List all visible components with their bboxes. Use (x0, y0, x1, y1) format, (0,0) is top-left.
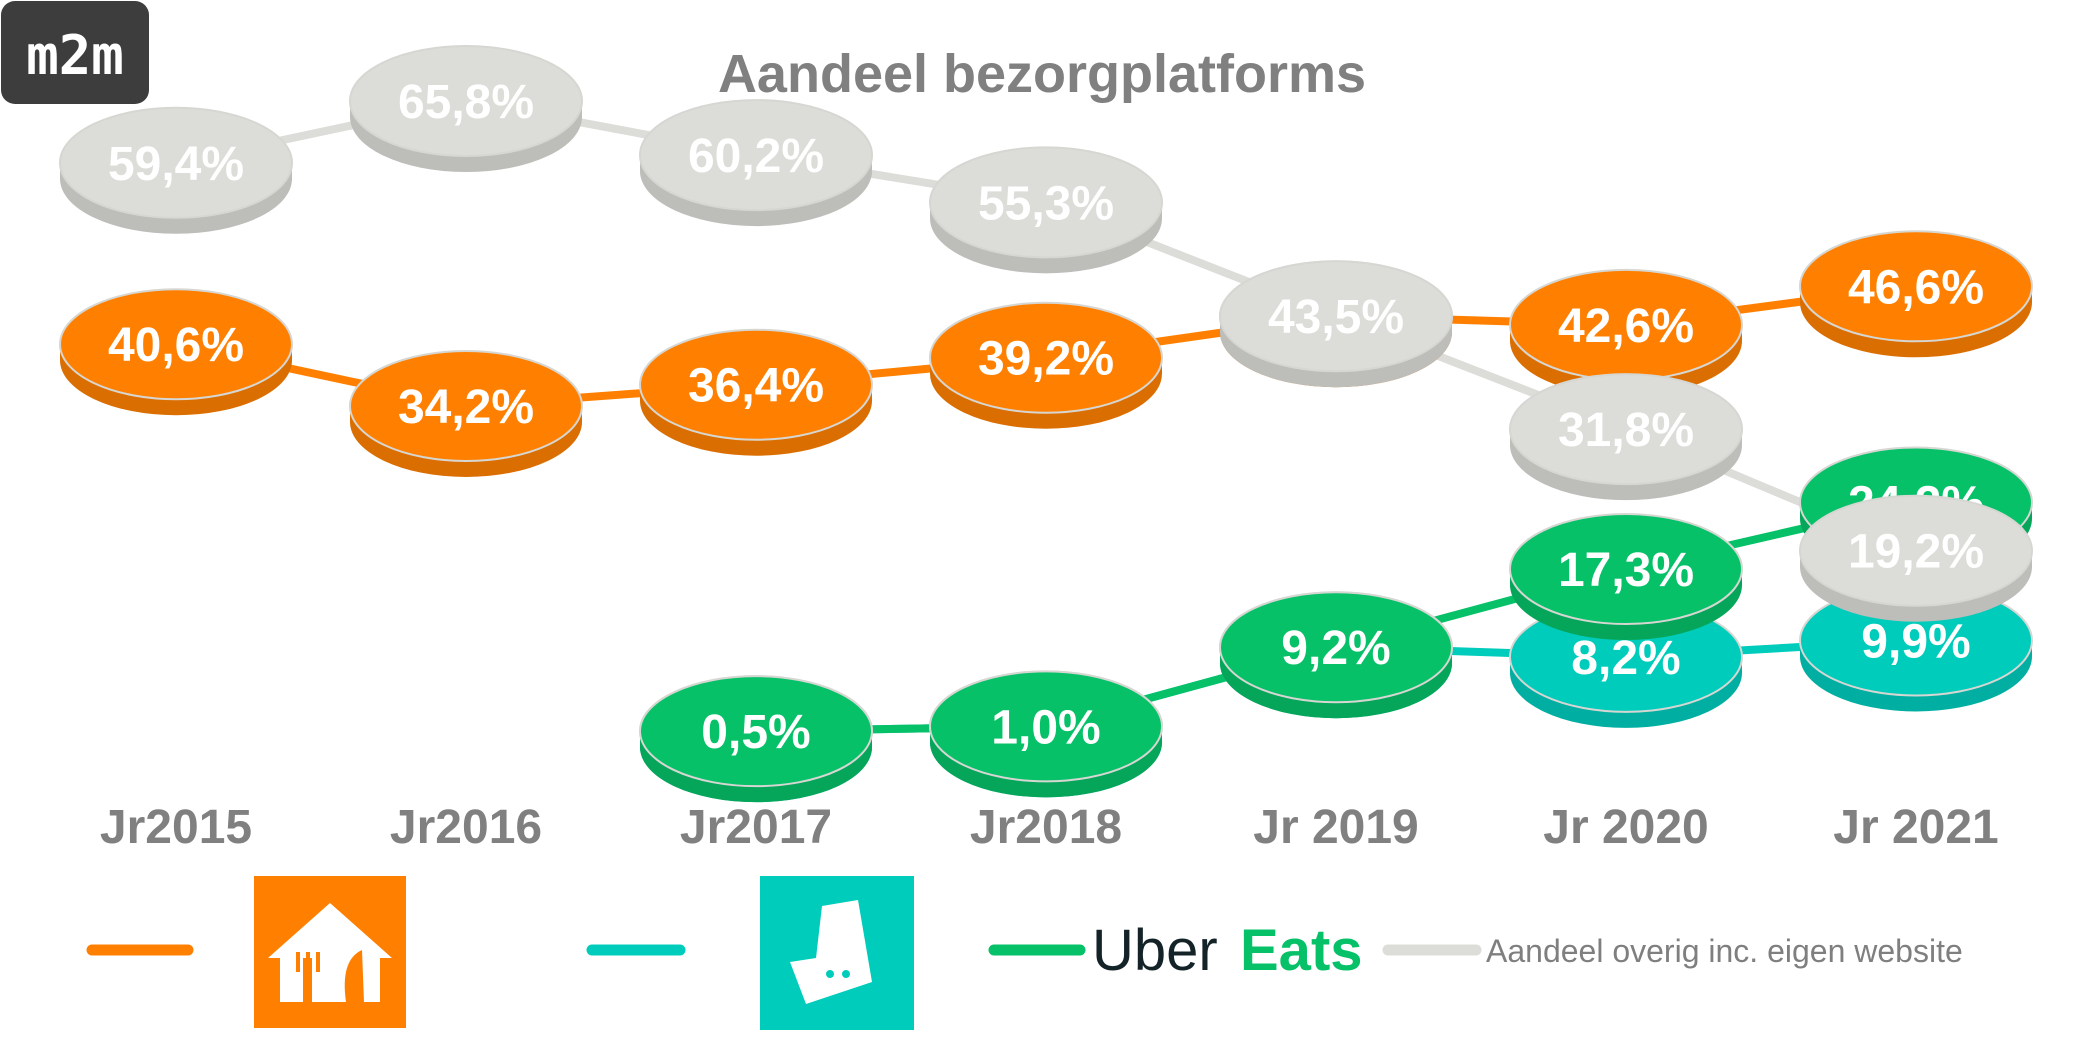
m2m-logo: m2m (1, 1, 149, 104)
data-point-overig: 60,2% (639, 99, 873, 227)
data-point-overig: 55,3% (929, 146, 1163, 274)
data-point-ubereats: 9,2% (1219, 591, 1453, 719)
data-label-thuisbezorgd: 34,2% (398, 381, 534, 434)
x-tick-label: Jr2017 (680, 801, 832, 854)
data-point-thuisbezorgd: 46,6% (1799, 230, 2033, 358)
legend-label-other: Aandeel overig inc. eigen website (1486, 933, 1963, 969)
deliveroo-logo-icon (760, 876, 914, 1030)
x-tick-label: Jr2018 (970, 801, 1122, 854)
data-label-overig: 65,8% (398, 76, 534, 129)
data-label-overig: 43,5% (1268, 291, 1404, 344)
data-label-deliveroo: 8,2% (1571, 632, 1680, 685)
data-point-thuisbezorgd: 42,6% (1509, 268, 1743, 396)
x-tick-label: Jr 2020 (1543, 801, 1709, 854)
data-point-ubereats: 0,5% (639, 675, 873, 803)
data-point-overig: 65,8% (349, 45, 583, 173)
data-point-thuisbezorgd: 34,2% (349, 349, 583, 477)
thuisbezorgd-logo-icon (254, 876, 406, 1028)
data-point-thuisbezorgd: 39,2% (929, 301, 1163, 429)
data-label-thuisbezorgd: 39,2% (978, 333, 1114, 386)
data-label-thuisbezorgd: 46,6% (1848, 261, 1984, 314)
x-tick-label: Jr2016 (390, 801, 542, 854)
x-tick-label: Jr 2021 (1833, 801, 1999, 854)
data-label-ubereats: 9,2% (1281, 622, 1390, 675)
uber-eats-logo-icon: Uber Eats (1092, 918, 1363, 983)
data-label-ubereats: 1,0% (991, 701, 1100, 754)
data-label-overig: 60,2% (688, 130, 824, 183)
x-tick-label: Jr2015 (100, 801, 252, 854)
data-label-deliveroo: 9,9% (1861, 615, 1970, 668)
data-point-overig: 59,4% (59, 106, 293, 234)
data-label-ubereats: 17,3% (1558, 544, 1694, 597)
legend-uber-word: Uber (1092, 918, 1218, 983)
data-label-ubereats: 0,5% (701, 706, 810, 759)
data-point-ubereats: 1,0% (929, 670, 1163, 798)
data-label-overig: 55,3% (978, 177, 1114, 230)
data-label-overig: 31,8% (1558, 404, 1694, 457)
legend: Uber Eats Aandeel overig inc. eigen webs… (86, 876, 1963, 1030)
legend-eats-word: Eats (1240, 918, 1363, 983)
data-label-thuisbezorgd: 42,6% (1558, 300, 1694, 353)
data-point-ubereats: 17,3% (1509, 513, 1743, 641)
data-point-overig: 31,8% (1509, 373, 1743, 501)
chart-title: Aandeel bezorgplatforms (718, 44, 1366, 104)
series-points: 59,4% 65,8% 60,2% 55,3% 40,6% 34,2% 36,4% 39,2%… (59, 45, 2033, 803)
logo-text: m2m (26, 24, 124, 87)
data-point-overig: 43,5% (1219, 260, 1453, 388)
x-axis-labels: Jr2015 Jr2016 Jr2017 Jr2018 Jr 2019 Jr 2020 Jr… (100, 801, 1999, 854)
data-label-overig: 59,4% (108, 138, 244, 191)
x-tick-label: Jr 2019 (1253, 801, 1419, 854)
data-label-thuisbezorgd: 40,6% (108, 319, 244, 372)
data-label-thuisbezorgd: 36,4% (688, 360, 824, 413)
data-label-overig: 19,2% (1848, 526, 1984, 579)
data-point-thuisbezorgd: 40,6% (59, 288, 293, 416)
data-point-thuisbezorgd: 36,4% (639, 328, 873, 456)
data-point-overig: 19,2% (1799, 494, 2033, 622)
